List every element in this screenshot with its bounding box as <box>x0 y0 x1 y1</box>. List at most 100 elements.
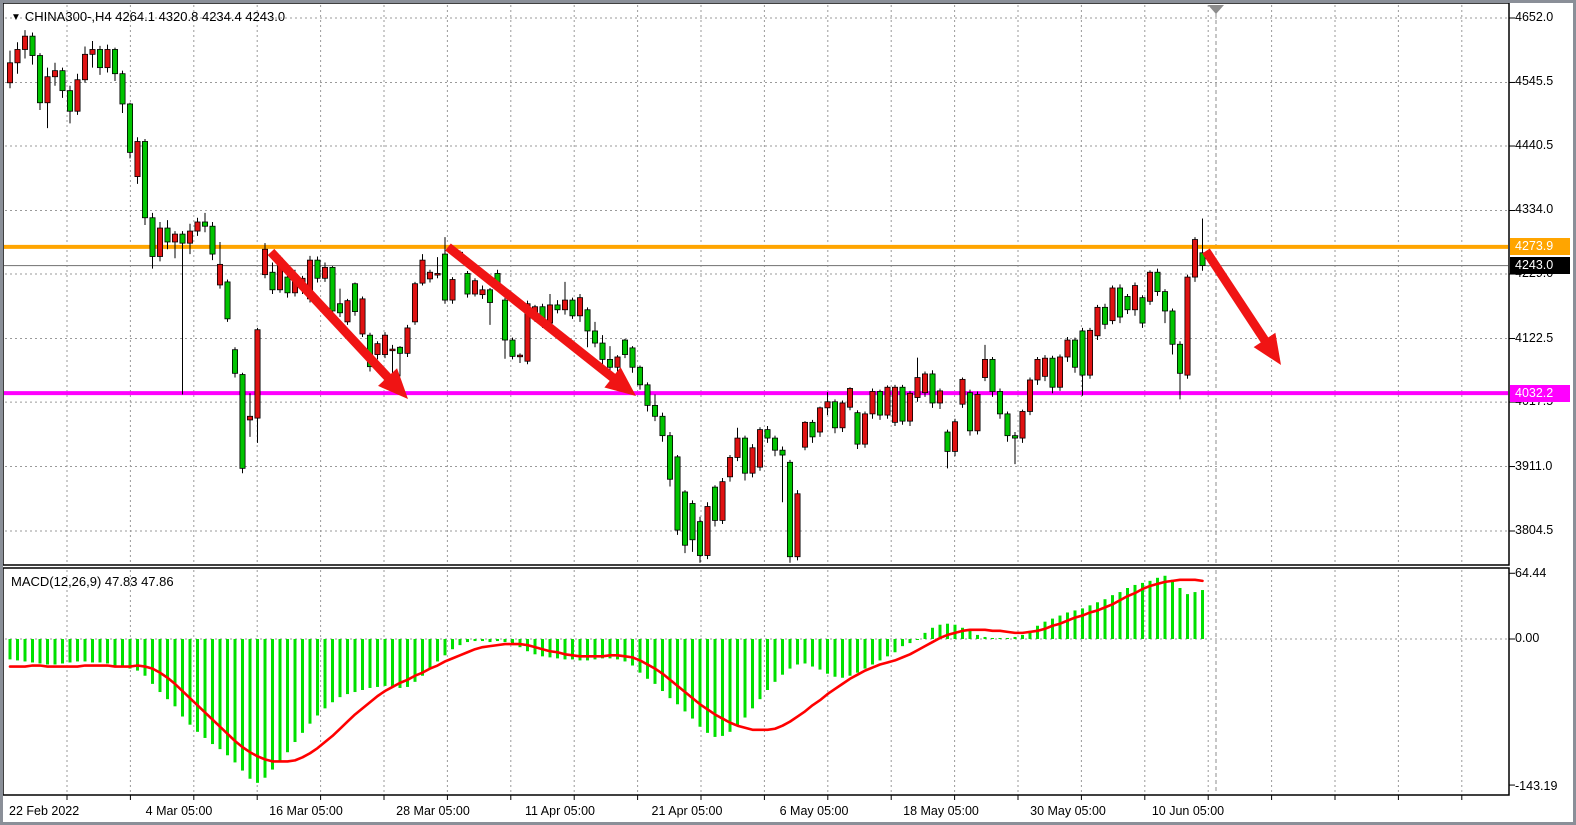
candle <box>164 227 171 243</box>
macd-histogram-bar <box>968 630 972 639</box>
candle <box>37 55 44 104</box>
symbol-dropdown-icon[interactable]: ▼ <box>11 12 21 23</box>
macd-histogram-bar <box>668 639 672 699</box>
macd-histogram-bar <box>1186 594 1189 639</box>
candle <box>1064 339 1071 358</box>
candle <box>854 412 861 445</box>
candle <box>426 271 433 280</box>
macd-histogram-bar <box>136 639 139 671</box>
candle <box>1154 271 1161 293</box>
candle <box>1094 306 1101 337</box>
macd-histogram-bar <box>503 639 507 643</box>
macd-histogram-bar <box>8 639 12 660</box>
candle <box>419 259 426 284</box>
candle <box>404 327 411 354</box>
macd-histogram-bar <box>406 639 409 687</box>
candle <box>1102 306 1109 325</box>
candle <box>67 90 74 112</box>
down-trend-arrow[interactable] <box>378 368 408 399</box>
macd-histogram-bar <box>188 639 192 725</box>
candle <box>351 283 358 312</box>
macd-histogram-bar <box>1133 584 1137 639</box>
macd-histogram-bar <box>91 639 94 663</box>
candle <box>127 103 134 153</box>
macd-histogram-bar <box>601 639 604 659</box>
down-trend-arrow[interactable] <box>604 367 636 396</box>
macd-histogram-bar <box>256 639 259 783</box>
macd-histogram-bar <box>1126 588 1129 639</box>
candle <box>134 141 141 177</box>
macd-histogram-bar <box>113 639 117 666</box>
macd-histogram-bar <box>661 639 664 692</box>
candle <box>1004 413 1011 437</box>
macd-histogram-bar <box>1178 588 1182 639</box>
macd-histogram-bar <box>488 639 492 643</box>
macd-histogram-bar <box>841 639 844 678</box>
candle <box>104 49 111 69</box>
candle <box>254 329 261 419</box>
macd-histogram-bar <box>796 639 799 665</box>
macd-histogram-bar <box>743 639 747 718</box>
macd-histogram-bar <box>31 639 34 663</box>
macd-histogram-bar <box>1066 612 1069 639</box>
macd-histogram-bar <box>751 639 754 709</box>
macd-histogram-bar <box>68 639 72 663</box>
macd-histogram-bar <box>466 639 469 643</box>
macd-histogram-bar <box>143 639 147 676</box>
candlestick-chart-surface[interactable] <box>3 3 1576 825</box>
macd-histogram-bar <box>593 639 597 660</box>
macd-histogram-bar <box>863 639 867 669</box>
macd-histogram-bar <box>278 639 282 762</box>
macd-histogram-bar <box>1006 637 1009 639</box>
macd-histogram-bar <box>391 639 394 687</box>
candle <box>727 457 734 478</box>
candle <box>1049 357 1056 388</box>
macd-tick-label: 0.00 <box>1515 631 1540 645</box>
candle <box>1177 343 1184 374</box>
candle <box>224 281 231 320</box>
macd-histogram-bar <box>1201 590 1204 639</box>
candle <box>839 402 846 429</box>
candle <box>959 378 966 405</box>
macd-histogram-bar <box>818 639 822 670</box>
date-label: 22 Feb 2022 <box>9 804 80 818</box>
macd-histogram-bar <box>1028 630 1032 639</box>
down-trend-arrow[interactable] <box>1253 332 1281 365</box>
candle <box>629 347 636 368</box>
candle <box>44 76 51 104</box>
candle <box>794 493 801 558</box>
macd-histogram-bar <box>106 639 109 664</box>
candle <box>14 49 21 64</box>
candle <box>599 342 606 360</box>
macd-histogram-bar <box>893 639 897 653</box>
macd-histogram-bar <box>646 639 649 679</box>
candle <box>989 358 996 392</box>
candle <box>201 221 208 227</box>
support-badge: 4032.2 <box>1510 384 1570 402</box>
macd-signal-line <box>8 578 1204 763</box>
candle <box>884 386 891 416</box>
macd-histogram-bar <box>61 639 64 664</box>
candle <box>734 437 741 458</box>
candle <box>1057 356 1064 388</box>
candle <box>479 289 486 296</box>
macd-histogram-bar <box>1103 599 1107 639</box>
candle <box>517 354 524 358</box>
candle <box>644 384 651 406</box>
resistance-badge: 4273.9 <box>1510 238 1570 256</box>
candle <box>396 346 403 354</box>
macd-histogram-bar <box>563 639 567 660</box>
candle <box>471 280 478 295</box>
macd-histogram-bar <box>578 639 582 661</box>
candle <box>269 271 276 291</box>
macd-histogram-bar <box>196 639 199 732</box>
candle <box>802 421 809 448</box>
macd-histogram-bar <box>121 639 124 667</box>
candle <box>824 401 831 409</box>
macd-histogram-bar <box>301 639 304 733</box>
candle <box>569 299 576 317</box>
candle <box>156 227 163 257</box>
macd-histogram-bar <box>511 639 514 645</box>
current-price-badge: 4243.0 <box>1510 257 1570 275</box>
